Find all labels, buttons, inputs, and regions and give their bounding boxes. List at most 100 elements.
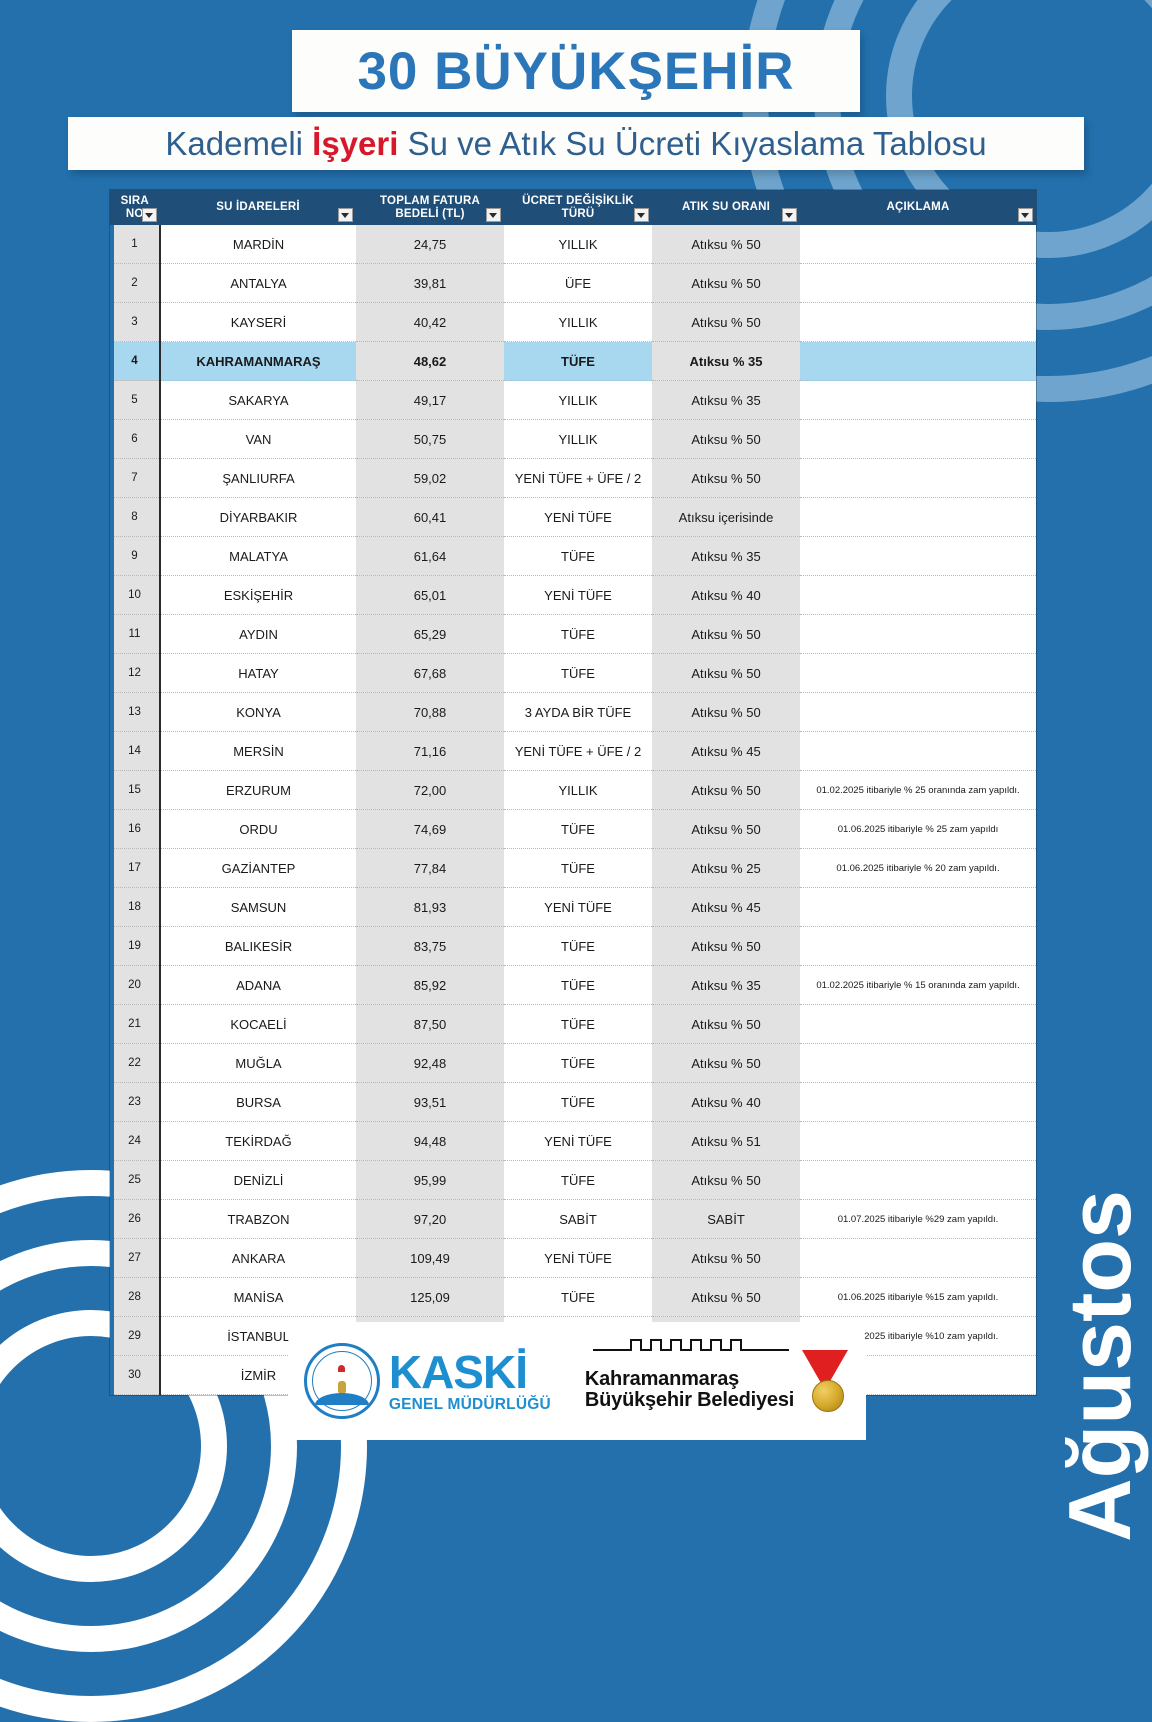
cell-note[interactable]: 01.07.2025 itibariyle %29 zam yapıldı.: [800, 1199, 1036, 1239]
cell-note[interactable]: 01.06.2025 itibariyle % 20 zam yapıldı.: [800, 848, 1036, 888]
cell-amount[interactable]: 50,75: [356, 419, 504, 459]
cell-no[interactable]: 26: [110, 1199, 161, 1239]
cell-change_type[interactable]: ÜFE: [504, 263, 652, 303]
filter-dropdown-icon[interactable]: [485, 208, 501, 222]
cell-change_type[interactable]: YENİ TÜFE: [504, 1121, 652, 1161]
cell-administration[interactable]: TRABZON: [160, 1199, 356, 1239]
cell-administration[interactable]: GAZİANTEP: [160, 848, 356, 888]
cell-waste_rate[interactable]: Atıksu % 35: [652, 380, 800, 420]
cell-amount[interactable]: 65,29: [356, 614, 504, 654]
cell-waste_rate[interactable]: Atıksu % 35: [652, 965, 800, 1005]
cell-change_type[interactable]: TÜFE: [504, 848, 652, 888]
cell-waste_rate[interactable]: Atıksu % 50: [652, 926, 800, 966]
cell-note[interactable]: [800, 1043, 1036, 1083]
cell-administration[interactable]: BALIKESİR: [160, 926, 356, 966]
cell-waste_rate[interactable]: Atıksu % 50: [652, 770, 800, 810]
cell-waste_rate[interactable]: Atıksu % 50: [652, 653, 800, 693]
cell-note[interactable]: 01.02.2025 itibariyle % 15 oranında zam …: [800, 965, 1036, 1005]
table-row[interactable]: 19 BALIKESİR 83,75 TÜFE Atıksu % 50: [110, 926, 1036, 966]
table-row[interactable]: 10 ESKİŞEHİR 65,01 YENİ TÜFE Atıksu % 40: [110, 575, 1036, 615]
cell-administration[interactable]: ERZURUM: [160, 770, 356, 810]
table-row[interactable]: 25 DENİZLİ 95,99 TÜFE Atıksu % 50: [110, 1160, 1036, 1200]
cell-waste_rate[interactable]: Atıksu % 50: [652, 1238, 800, 1278]
cell-waste_rate[interactable]: Atıksu % 50: [652, 419, 800, 459]
cell-waste_rate[interactable]: Atıksu % 50: [652, 1004, 800, 1044]
cell-no[interactable]: 6: [110, 419, 161, 459]
cell-amount[interactable]: 40,42: [356, 302, 504, 342]
cell-change_type[interactable]: TÜFE: [504, 965, 652, 1005]
table-row[interactable]: 17 GAZİANTEP 77,84 TÜFE Atıksu % 25 01.06.202…: [110, 848, 1036, 888]
cell-waste_rate[interactable]: Atıksu % 50: [652, 263, 800, 303]
cell-note[interactable]: [800, 225, 1036, 264]
cell-administration[interactable]: TEKİRDAĞ: [160, 1121, 356, 1161]
cell-waste_rate[interactable]: SABİT: [652, 1199, 800, 1239]
cell-change_type[interactable]: TÜFE: [504, 1004, 652, 1044]
table-row[interactable]: 4 KAHRAMANMARAŞ 48,62 TÜFE Atıksu % 35: [110, 341, 1036, 381]
cell-note[interactable]: [800, 497, 1036, 537]
cell-waste_rate[interactable]: Atıksu % 50: [652, 458, 800, 498]
cell-no[interactable]: 29: [110, 1316, 161, 1356]
cell-amount[interactable]: 83,75: [356, 926, 504, 966]
table-row[interactable]: 23 BURSA 93,51 TÜFE Atıksu % 40: [110, 1082, 1036, 1122]
cell-waste_rate[interactable]: Atıksu % 50: [652, 692, 800, 732]
cell-change_type[interactable]: TÜFE: [504, 341, 652, 381]
cell-no[interactable]: 21: [110, 1004, 161, 1044]
cell-administration[interactable]: SAMSUN: [160, 887, 356, 927]
cell-amount[interactable]: 109,49: [356, 1238, 504, 1278]
cell-waste_rate[interactable]: Atıksu % 50: [652, 1277, 800, 1317]
filter-dropdown-icon[interactable]: [781, 208, 797, 222]
cell-amount[interactable]: 24,75: [356, 225, 504, 264]
cell-waste_rate[interactable]: Atıksu % 35: [652, 341, 800, 381]
cell-note[interactable]: [800, 419, 1036, 459]
cell-administration[interactable]: SAKARYA: [160, 380, 356, 420]
cell-note[interactable]: [800, 731, 1036, 771]
cell-amount[interactable]: 93,51: [356, 1082, 504, 1122]
cell-amount[interactable]: 95,99: [356, 1160, 504, 1200]
cell-change_type[interactable]: 3 AYDA BİR TÜFE: [504, 692, 652, 732]
table-row[interactable]: 3 KAYSERİ 40,42 YILLIK Atıksu % 50: [110, 302, 1036, 342]
cell-change_type[interactable]: TÜFE: [504, 926, 652, 966]
table-row[interactable]: 26 TRABZON 97,20 SABİT SABİT 01.07.2025 itiba…: [110, 1199, 1036, 1239]
cell-note[interactable]: 01.06.2025 itibariyle % 25 zam yapıldı: [800, 809, 1036, 849]
cell-no[interactable]: 15: [110, 770, 161, 810]
column-header-waste_rate[interactable]: ATIK SU ORANI: [652, 190, 801, 225]
filter-dropdown-icon[interactable]: [633, 208, 649, 222]
table-row[interactable]: 22 MUĞLA 92,48 TÜFE Atıksu % 50: [110, 1043, 1036, 1083]
cell-administration[interactable]: ANKARA: [160, 1238, 356, 1278]
cell-change_type[interactable]: YILLIK: [504, 770, 652, 810]
cell-change_type[interactable]: TÜFE: [504, 614, 652, 654]
table-row[interactable]: 12 HATAY 67,68 TÜFE Atıksu % 50: [110, 653, 1036, 693]
cell-administration[interactable]: MERSİN: [160, 731, 356, 771]
cell-no[interactable]: 20: [110, 965, 161, 1005]
cell-administration[interactable]: KAYSERİ: [160, 302, 356, 342]
cell-waste_rate[interactable]: Atıksu % 50: [652, 302, 800, 342]
cell-note[interactable]: [800, 380, 1036, 420]
cell-administration[interactable]: ORDU: [160, 809, 356, 849]
cell-change_type[interactable]: YENİ TÜFE: [504, 1238, 652, 1278]
cell-administration[interactable]: KAHRAMANMARAŞ: [160, 341, 356, 381]
cell-change_type[interactable]: YENİ TÜFE + ÜFE / 2: [504, 458, 652, 498]
table-row[interactable]: 20 ADANA 85,92 TÜFE Atıksu % 35 01.02.2025 it…: [110, 965, 1036, 1005]
cell-administration[interactable]: MANİSA: [160, 1277, 356, 1317]
cell-amount[interactable]: 59,02: [356, 458, 504, 498]
cell-no[interactable]: 7: [110, 458, 161, 498]
table-row[interactable]: 15 ERZURUM 72,00 YILLIK Atıksu % 50 01.02.202…: [110, 770, 1036, 810]
cell-change_type[interactable]: TÜFE: [504, 809, 652, 849]
cell-note[interactable]: [800, 1238, 1036, 1278]
cell-no[interactable]: 9: [110, 536, 161, 576]
table-row[interactable]: 7 ŞANLIURFA 59,02 YENİ TÜFE + ÜFE / 2 Atıksu…: [110, 458, 1036, 498]
cell-no[interactable]: 13: [110, 692, 161, 732]
cell-amount[interactable]: 71,16: [356, 731, 504, 771]
cell-administration[interactable]: MARDİN: [160, 225, 356, 264]
cell-amount[interactable]: 87,50: [356, 1004, 504, 1044]
cell-no[interactable]: 8: [110, 497, 161, 537]
cell-note[interactable]: [800, 575, 1036, 615]
column-header-note[interactable]: AÇIKLAMA: [800, 190, 1037, 225]
cell-amount[interactable]: 74,69: [356, 809, 504, 849]
cell-waste_rate[interactable]: Atıksu % 40: [652, 1082, 800, 1122]
cell-amount[interactable]: 97,20: [356, 1199, 504, 1239]
cell-waste_rate[interactable]: Atıksu % 35: [652, 536, 800, 576]
cell-note[interactable]: [800, 263, 1036, 303]
cell-administration[interactable]: ŞANLIURFA: [160, 458, 356, 498]
cell-change_type[interactable]: YENİ TÜFE: [504, 497, 652, 537]
